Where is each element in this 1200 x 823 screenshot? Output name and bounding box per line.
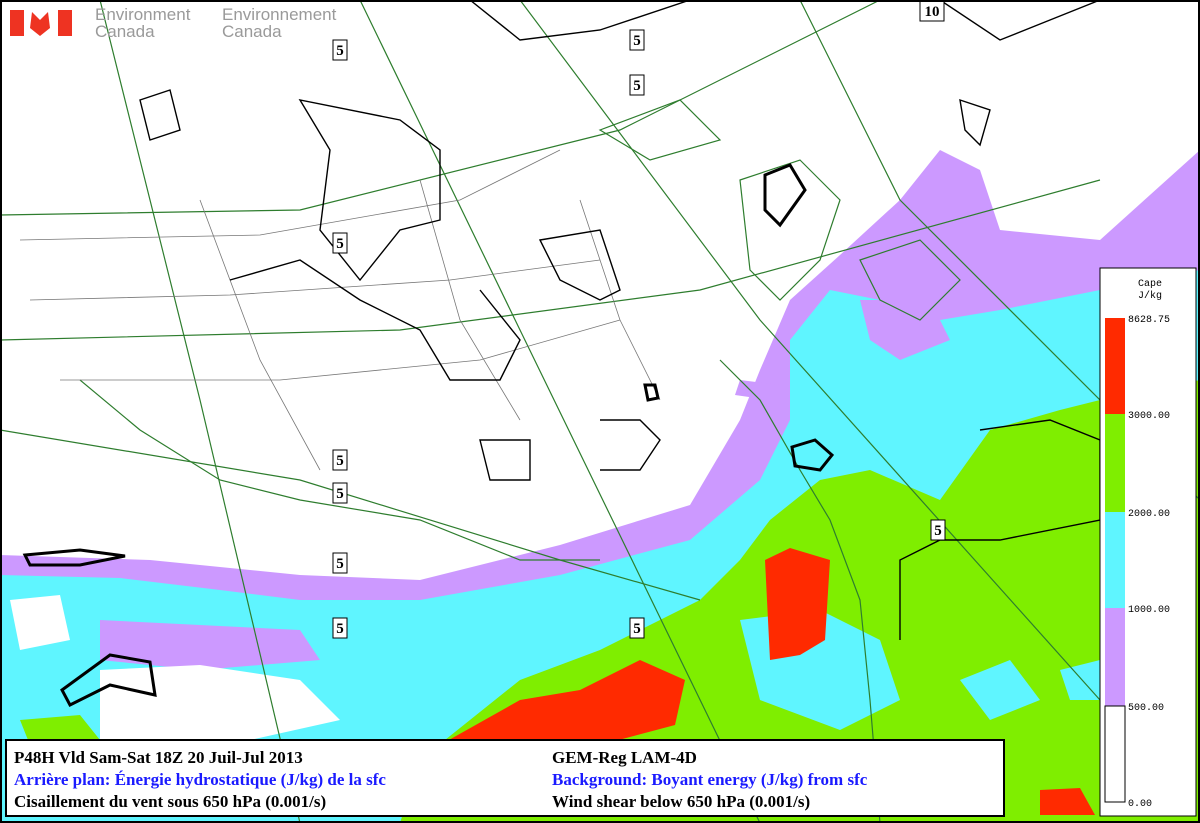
logo-text: Canada	[95, 22, 155, 41]
contour-label: 5	[336, 453, 344, 469]
contour-label-box	[332, 552, 348, 574]
logo-text: Environment	[95, 5, 191, 24]
contour-label: 5	[336, 43, 344, 59]
legend-level: 1000.00	[1128, 605, 1170, 616]
contour-label-box	[629, 29, 645, 51]
contour-label: 5	[336, 486, 344, 502]
legend: Cape J/kg 8628.75 3000.00 2000.00 1000.00 50…	[1099, 267, 1197, 817]
logo: Environment Canada Environnement Canada	[10, 5, 337, 41]
cape-3000	[440, 548, 1095, 815]
legend-swatch	[1105, 318, 1125, 414]
legend-levels: 8628.75 3000.00 2000.00 1000.00 500.00 0.00	[1128, 315, 1170, 810]
legend-swatch	[1105, 512, 1125, 608]
contour-label-box	[332, 617, 348, 639]
legend-level: 2000.00	[1128, 509, 1170, 520]
cape-500-patch	[100, 300, 950, 670]
info-text: P48H Vld Sam-Sat 18Z 20 Juil-Jul 2013	[14, 748, 303, 767]
contour-label-box	[629, 617, 645, 639]
contour-label: 10	[925, 4, 940, 20]
contour-label-box	[332, 39, 348, 61]
cape-2000	[20, 380, 1200, 823]
contour-label: 5	[336, 621, 344, 637]
info-panel: P48H Vld Sam-Sat 18Z 20 Juil-Jul 2013 GE…	[5, 739, 1005, 817]
contour-label: 5	[934, 523, 942, 539]
flag-leaf	[30, 12, 50, 36]
flag-bar	[10, 10, 24, 36]
cape-0-patch	[10, 595, 340, 740]
legend-swatch	[1105, 608, 1125, 706]
contour-label-box	[332, 449, 348, 471]
contour-label: 5	[633, 78, 641, 94]
info-box	[5, 739, 1005, 817]
info-text: Arrière plan: Énergie hydrostatique (J/k…	[14, 770, 386, 789]
contour-label-box	[332, 482, 348, 504]
contours-heavy	[22, 163, 835, 707]
contours	[139, 0, 1101, 640]
cape-1000-patch	[740, 610, 1100, 730]
logo-text: Environnement	[222, 5, 337, 24]
legend-swatch	[1104, 705, 1126, 803]
contour-labels: 10 5 5 5 5 5 5 5 5 5 5	[332, 0, 946, 639]
contour-label: 5	[336, 556, 344, 572]
contour-label: 5	[336, 236, 344, 252]
legend-title: Cape	[1138, 279, 1162, 290]
info-text: Wind shear below 650 hPa (0.001/s)	[552, 792, 810, 811]
legend-swatch	[1105, 414, 1125, 512]
info-text: GEM-Reg LAM-4D	[552, 748, 697, 767]
contour-label: 5	[633, 33, 641, 49]
contour-label: 5	[633, 621, 641, 637]
contour-label-box	[332, 232, 348, 254]
info-text: Background: Boyant energy (J/kg) from sf…	[552, 770, 868, 789]
legend-level: 0.00	[1128, 799, 1152, 810]
logo-text: Canada	[222, 22, 282, 41]
contour-label-box	[629, 74, 645, 96]
legend-level: 3000.00	[1128, 411, 1170, 422]
info-text: Cisaillement du vent sous 650 hPa (0.001…	[14, 792, 326, 811]
flag-bar	[58, 10, 72, 36]
legend-unit: J/kg	[1138, 290, 1162, 302]
contour-label-box	[930, 519, 946, 541]
legend-level: 8628.75	[1128, 315, 1170, 326]
legend-level: 500.00	[1128, 703, 1164, 714]
